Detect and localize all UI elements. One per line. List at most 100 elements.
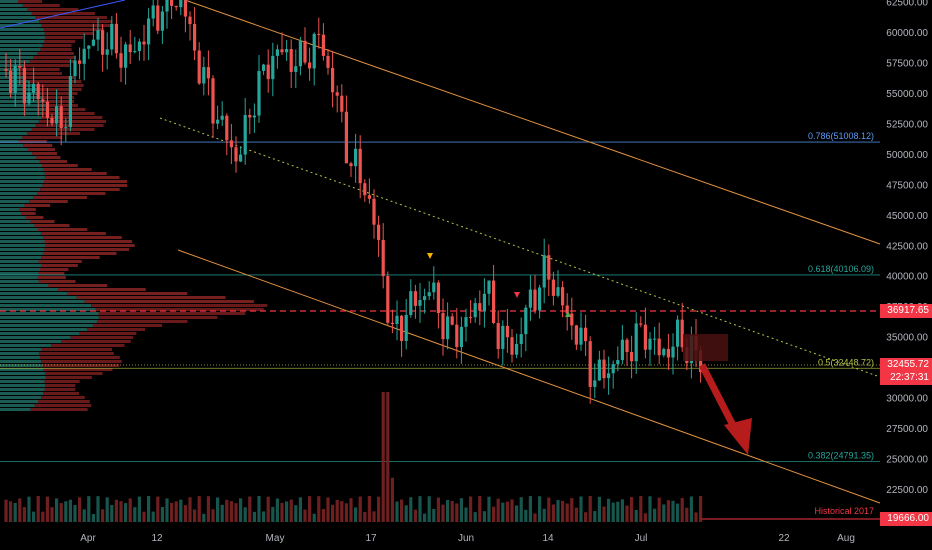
profile-bar-up	[0, 380, 45, 383]
profile-bar-up	[0, 252, 44, 255]
volume-bar	[657, 497, 661, 522]
volume-bar	[59, 503, 63, 522]
candlesticks	[4, 0, 703, 404]
marker-triangle-green	[565, 311, 571, 317]
volume-bar	[469, 496, 473, 522]
profile-bar-down	[91, 304, 268, 307]
volume-bar	[252, 511, 256, 522]
profile-bar-up	[0, 132, 28, 135]
profile-bar-down	[29, 60, 76, 63]
volume-bars	[4, 392, 703, 522]
profile-bar-down	[38, 120, 107, 123]
volume-bar	[611, 502, 615, 522]
profile-bar-down	[70, 336, 134, 339]
volume-bar	[492, 506, 496, 522]
volume-bar	[372, 511, 376, 522]
candle	[331, 50, 335, 108]
volume-bar	[119, 501, 123, 522]
profile-bar-down	[38, 228, 88, 231]
price-axis[interactable]	[880, 0, 932, 550]
profile-bar-down	[43, 368, 113, 371]
candle	[639, 316, 643, 328]
volume-bar	[22, 507, 26, 522]
candle	[671, 333, 675, 375]
volume-bar	[432, 508, 436, 522]
volume-bar	[381, 392, 385, 522]
profile-bar-up	[0, 304, 92, 307]
candle	[625, 337, 629, 366]
profile-bar-down	[44, 384, 76, 387]
price-tick-label: 45000.00	[886, 211, 928, 222]
candle	[257, 55, 261, 123]
volume-bar	[280, 502, 284, 522]
profile-bar-down	[44, 176, 120, 179]
candle	[510, 329, 514, 363]
volume-bar	[441, 504, 445, 522]
profile-bar-down	[42, 184, 128, 187]
volume-bar	[450, 500, 454, 522]
profile-bar-down	[41, 360, 122, 363]
profile-bar-up	[0, 300, 85, 303]
candle	[584, 314, 588, 356]
candle	[55, 89, 59, 137]
volume-bar	[501, 502, 505, 522]
candle	[446, 302, 450, 350]
volume-bar	[220, 504, 224, 522]
profile-bar-down	[36, 156, 61, 159]
volume-bar	[147, 496, 151, 522]
candle	[101, 24, 105, 72]
volume-bar	[216, 497, 220, 522]
volume-bar	[202, 513, 206, 522]
resistance-box[interactable]	[683, 334, 728, 361]
profile-bar-down	[29, 200, 68, 203]
trend-line-blue[interactable]	[0, 0, 126, 29]
profile-bar-up	[0, 288, 59, 291]
profile-bar-down	[86, 328, 146, 331]
profile-bar-up	[0, 124, 36, 127]
time-tick-label: 14	[542, 533, 554, 544]
volume-bar	[285, 501, 289, 522]
profile-bar-down	[92, 324, 163, 327]
profile-bar-up	[0, 88, 38, 91]
volume-bar	[45, 496, 49, 522]
candle	[427, 281, 431, 301]
volume-bar	[64, 501, 68, 522]
profile-bar-down	[44, 372, 103, 375]
fib-level-label: 0.786(51008.12)	[808, 131, 874, 141]
volume-bar	[634, 509, 638, 522]
candle	[469, 300, 473, 324]
volume-bar	[524, 509, 528, 522]
price-tick-label: 55000.00	[886, 89, 928, 100]
profile-bar-up	[0, 76, 26, 79]
profile-bar-down	[38, 260, 82, 263]
candle	[193, 7, 197, 61]
volume-bar	[423, 513, 427, 522]
profile-bar-down	[84, 300, 254, 303]
profile-bar-up	[0, 232, 41, 235]
volume-bar	[574, 507, 578, 522]
profile-bar-up	[0, 372, 45, 375]
profile-bar-up	[0, 312, 99, 315]
profile-bar-up	[0, 192, 38, 195]
volume-bar	[13, 502, 17, 522]
profile-bar-up	[0, 100, 45, 103]
profile-bar-down	[98, 312, 246, 315]
candle	[170, 0, 174, 20]
profile-bar-up	[0, 244, 45, 247]
profile-bar-up	[0, 172, 45, 175]
volume-bar	[151, 511, 155, 522]
volume-bar	[515, 505, 519, 522]
candle	[455, 308, 459, 359]
volume-bar	[593, 511, 597, 522]
candle	[133, 36, 137, 54]
candle	[68, 59, 72, 132]
candle	[482, 278, 486, 328]
channel-lower-line[interactable]	[177, 249, 881, 504]
volume-bar	[528, 496, 532, 522]
projection-arrow[interactable]	[698, 363, 752, 455]
volume-bar	[335, 499, 339, 522]
profile-bar-down	[42, 44, 72, 47]
time-axis[interactable]: Apr 12 May 17 Jun 14 Jul 22 Aug	[80, 533, 855, 544]
candle	[91, 23, 95, 47]
